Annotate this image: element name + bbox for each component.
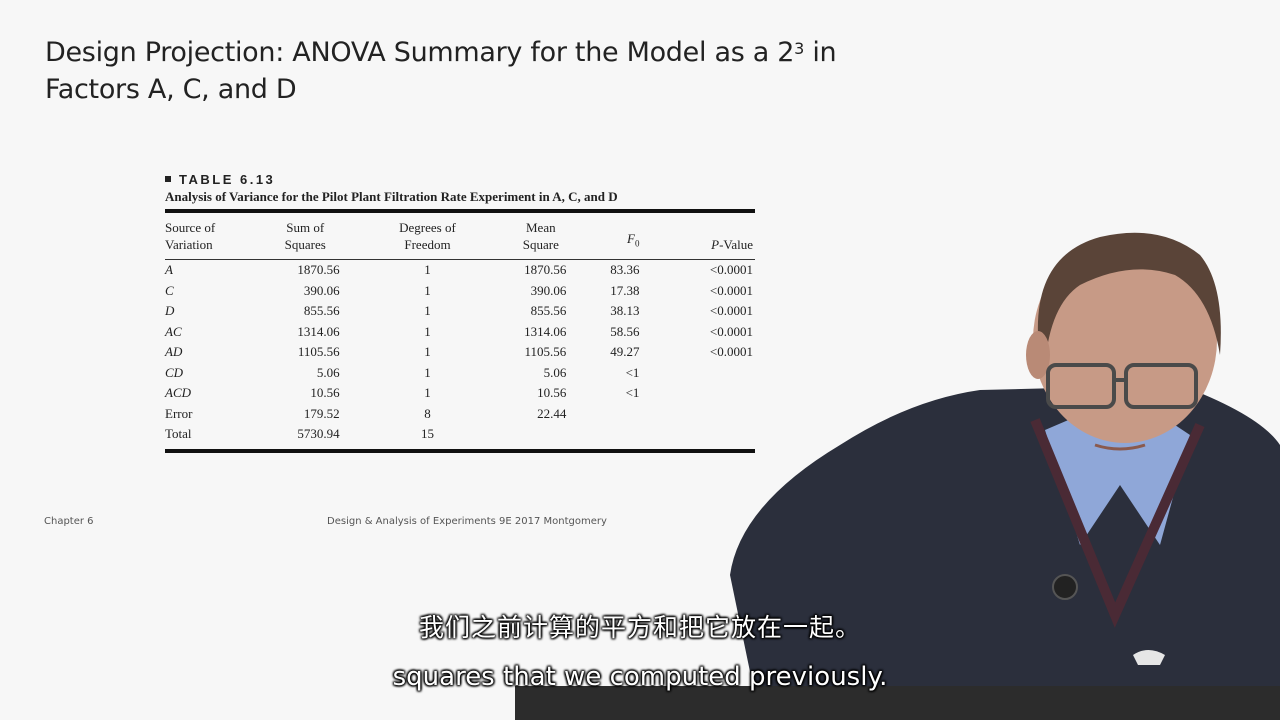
header-degrees-of-freedom: Degrees of Freedom <box>399 220 456 252</box>
head <box>1033 237 1217 443</box>
table-body: A 1870.56 1 1870.56 83.36 <0.0001 C 390.06 1 390… <box>165 259 755 445</box>
table-row: AD 1105.56 1 1105.56 49.27 <0.0001 <box>165 344 753 359</box>
table-row: CD 5.06 1 5.06 <1 <box>165 364 640 380</box>
table-row: Total 5730.94 15 <box>165 426 434 441</box>
table-label-text: TABLE 6.13 <box>179 172 276 187</box>
table-header-row: Source of Variation Sum of Squares Degrees… <box>165 213 755 259</box>
table-bottom-rule <box>165 448 755 453</box>
footer-book: Design & Analysis of Experiments 9E 2017… <box>327 516 607 527</box>
title-line1-text: Design Projection: ANOVA Summary for the… <box>45 37 795 68</box>
title-line2-text: Factors A, C, and D <box>45 74 297 105</box>
footer-chapter: Chapter 6 <box>44 516 94 527</box>
hair <box>1037 232 1221 365</box>
table-label: TABLE 6.13 <box>165 172 755 187</box>
title-superscript: 3 <box>794 39 805 58</box>
header-sum-of-squares: Sum of Squares <box>284 220 326 252</box>
title-line1-end: in <box>804 37 837 68</box>
shirt-collar <box>1045 415 1190 545</box>
table-row: A 1870.56 1 1870.56 83.36 <0.0001 <box>165 262 753 277</box>
table-row: C 390.06 1 390.06 17.38 <0.0001 <box>165 282 753 298</box>
anova-table: Source of Variation Sum of Squares Degrees… <box>165 213 755 445</box>
slide-title: Design Projection: ANOVA Summary for the… <box>45 34 925 108</box>
table-caption: Analysis of Variance for the Pilot Plant… <box>165 189 618 204</box>
header-source: Source of Variation <box>165 220 216 252</box>
presenter-image <box>730 232 1280 720</box>
table-row: AC 1314.06 1 1314.06 58.56 <0.0001 <box>165 323 753 339</box>
header-p-value: P-Value <box>711 237 753 252</box>
microphone <box>1052 574 1078 600</box>
subtitle-chinese: 我们之前计算的平方和把它放在一起。 <box>418 613 861 642</box>
bullet-square-icon <box>165 175 171 182</box>
anova-table-block: TABLE 6.13 Analysis of Variance for the … <box>165 172 755 453</box>
sweater-logo <box>1133 650 1165 665</box>
glasses <box>1046 363 1198 409</box>
table-row: D 855.56 1 855.56 38.13 <0.0001 <box>165 303 753 318</box>
subtitle-english: squares that we computed previously. <box>392 662 888 692</box>
desk-edge <box>515 686 1280 720</box>
header-f0: F0 <box>626 231 640 249</box>
table-row: ACD 10.56 1 10.56 <1 <box>165 385 640 400</box>
table-row: Error 179.52 8 22.44 <box>165 405 567 421</box>
table-top-rule <box>165 209 755 213</box>
header-mean-square: Mean Square <box>522 220 559 252</box>
